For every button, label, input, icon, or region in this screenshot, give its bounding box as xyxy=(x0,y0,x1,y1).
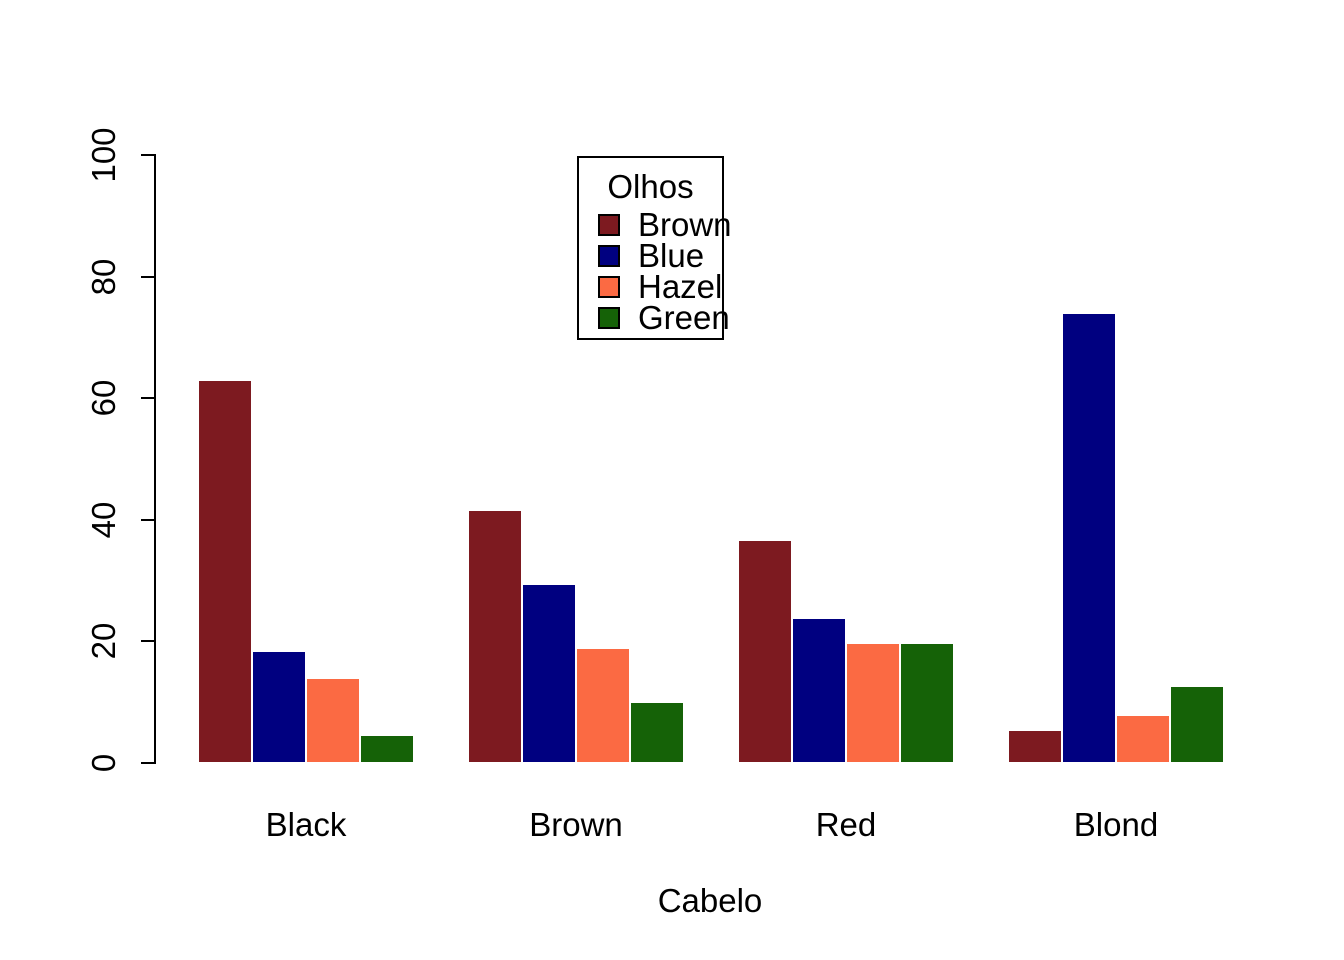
x-category-label-red: Red xyxy=(815,806,877,843)
legend-entry-green: Green xyxy=(579,299,730,336)
y-tick-label-0: 0 xyxy=(85,753,122,773)
y-tick-label-20: 20 xyxy=(85,623,122,660)
legend-entries: Brown Blue Hazel Green xyxy=(579,206,732,336)
legend-entry-blue: Blue xyxy=(579,237,722,274)
y-tick-label-40: 40 xyxy=(85,501,122,539)
bar-blond-blue xyxy=(1062,313,1116,763)
y-tick-80 xyxy=(141,275,155,278)
bar-blond-hazel xyxy=(1116,715,1170,763)
bar-red-brown xyxy=(738,540,792,763)
y-tick-label-60: 60 xyxy=(85,379,122,417)
bar-red-hazel xyxy=(846,643,900,763)
legend-entry-brown: Brown xyxy=(579,206,732,243)
bar-brown-green xyxy=(630,702,684,763)
x-category-label-blond: Blond xyxy=(1073,806,1159,843)
y-tick-0 xyxy=(141,762,155,764)
legend-label-blue: Blue xyxy=(638,236,705,274)
bar-black-green xyxy=(360,735,414,763)
legend-box: Olhos Brown Blue Hazel Green xyxy=(577,156,732,340)
y-axis-line xyxy=(154,154,156,764)
y-tick-label-80: 80 xyxy=(85,258,122,295)
bar-blond-brown xyxy=(1008,730,1062,763)
bar-brown-brown xyxy=(468,510,522,763)
legend-entry-hazel: Hazel xyxy=(579,268,722,305)
bar-black-blue xyxy=(252,651,306,763)
legend-label-brown: Brown xyxy=(638,205,732,243)
y-tick-label-100: 100 xyxy=(85,127,122,183)
y-tick-20 xyxy=(141,640,155,643)
bar-brown-hazel xyxy=(576,648,630,763)
legend-swatch-brown xyxy=(598,213,620,236)
legend-label-green: Green xyxy=(638,298,730,336)
bar-red-blue xyxy=(792,618,846,763)
legend-swatch-green xyxy=(598,306,620,329)
legend-title: Olhos xyxy=(607,168,694,205)
y-tick-60 xyxy=(141,397,155,400)
bar-red-green xyxy=(900,643,954,763)
bar-blond-green xyxy=(1170,686,1224,763)
legend-swatch-hazel xyxy=(598,275,620,298)
bar-black-hazel xyxy=(306,678,360,763)
x-category-label-black: Black xyxy=(265,806,347,843)
y-tick-100 xyxy=(141,154,155,156)
legend-swatch-blue xyxy=(598,244,620,267)
bar-brown-blue xyxy=(522,584,576,763)
x-axis-title: Cabelo xyxy=(657,882,763,919)
y-tick-40 xyxy=(141,518,155,521)
legend-label-hazel: Hazel xyxy=(638,267,723,305)
bar-black-brown xyxy=(198,380,252,763)
x-category-label-brown: Brown xyxy=(529,806,623,843)
